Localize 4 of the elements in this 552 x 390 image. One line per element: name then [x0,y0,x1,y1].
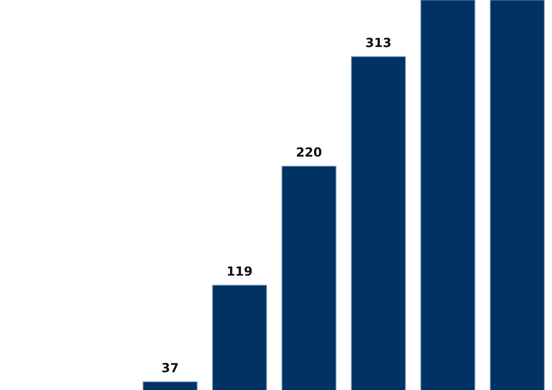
data-label: 37 [162,362,178,372]
data-label: 220 [296,147,322,157]
data-label: 313 [366,38,390,48]
data-label: 119 [228,266,252,276]
